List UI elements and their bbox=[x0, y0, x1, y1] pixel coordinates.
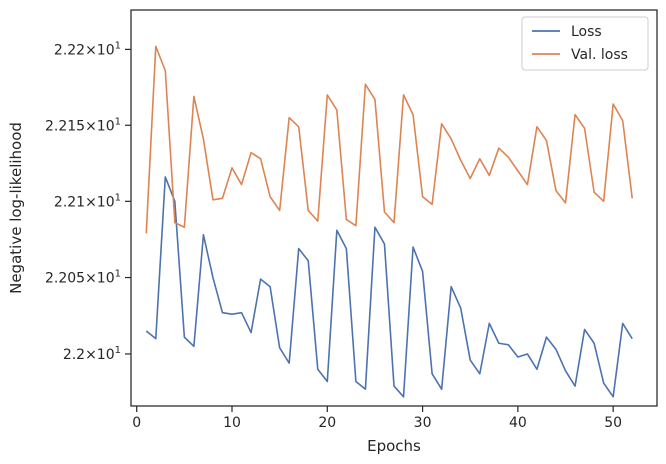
y-tick-label: 2.215×101 bbox=[45, 116, 121, 134]
x-tick-label: 20 bbox=[318, 415, 336, 431]
y-tick-label: 2.22×101 bbox=[54, 40, 121, 58]
y-tick-label: 2.2×101 bbox=[63, 345, 121, 363]
legend: Loss Val. loss bbox=[521, 16, 649, 71]
y-axis-label: Negative log-likelihood bbox=[7, 122, 25, 294]
x-tick-label: 0 bbox=[132, 415, 141, 431]
x-tick-label: 50 bbox=[604, 415, 622, 431]
legend-label: Val. loss bbox=[571, 47, 628, 63]
series-layer bbox=[145, 45, 634, 398]
x-tick-label: 10 bbox=[223, 415, 241, 431]
legend-label: Loss bbox=[571, 24, 602, 40]
y-tick-label: 2.205×101 bbox=[45, 269, 121, 287]
plot-frame bbox=[130, 9, 658, 407]
series-line-val-loss bbox=[145, 45, 634, 234]
x-axis-label: Epochs bbox=[367, 437, 421, 455]
y-tick-label: 2.21×101 bbox=[54, 192, 121, 210]
y-axis-ticks: 2.2×101 2.205×101 2.21×101 2.215×101 2.22×10… bbox=[45, 40, 131, 363]
x-tick-label: 40 bbox=[509, 415, 527, 431]
series-line-loss bbox=[145, 176, 633, 398]
x-tick-label: 30 bbox=[414, 415, 432, 431]
x-axis-ticks: 0 10 20 30 40 50 bbox=[132, 406, 622, 431]
